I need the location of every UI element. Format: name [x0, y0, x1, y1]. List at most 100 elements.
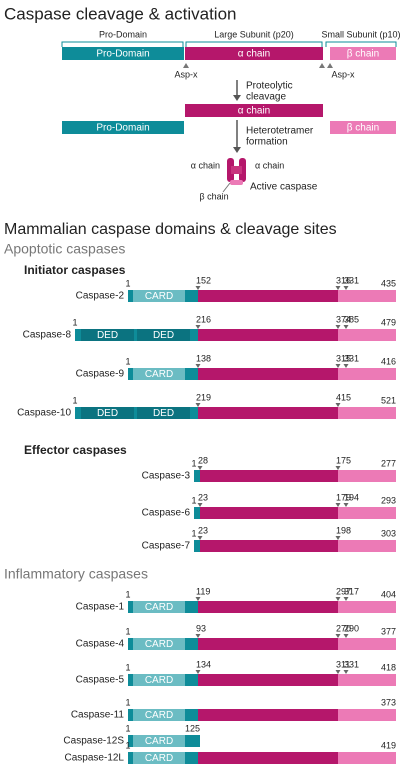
site-marker	[335, 466, 341, 470]
segment	[198, 290, 338, 302]
group-title: Apoptotic caspases	[4, 241, 125, 257]
start-label: 1	[125, 723, 130, 733]
site-label: 179	[336, 492, 351, 502]
domain-label: CARD	[145, 602, 173, 613]
end-label: 521	[381, 395, 396, 405]
site-marker	[195, 403, 201, 407]
site-label: 316	[336, 275, 351, 285]
segment	[338, 507, 396, 519]
protein-name: Caspase-7	[142, 541, 191, 552]
site-marker	[335, 325, 341, 329]
domain	[133, 709, 185, 721]
site-label: Asp-x	[174, 69, 198, 79]
site-marker	[335, 503, 341, 507]
protein-name: Caspase-10	[17, 408, 71, 419]
site-label: 93	[196, 623, 206, 633]
domain-label: CARD	[145, 753, 173, 764]
domain	[133, 638, 185, 650]
segment	[338, 540, 396, 552]
complex-icon	[231, 166, 242, 174]
segment	[338, 470, 396, 482]
site-label: 297	[336, 586, 351, 596]
step-label: Proteolytic	[246, 81, 293, 92]
complex-caption: Active caspase	[250, 182, 318, 193]
domain	[133, 290, 185, 302]
complex-icon	[230, 180, 243, 185]
site-marker	[335, 536, 341, 540]
site-marker	[195, 634, 201, 638]
site-label: 28	[198, 455, 208, 465]
protein-name: Caspase-4	[76, 639, 125, 650]
start-label: 1	[72, 317, 77, 327]
segment	[200, 507, 338, 519]
domain-label: CARD	[145, 736, 173, 747]
start-label: 1	[191, 495, 196, 505]
segment	[338, 290, 396, 302]
bracket-label: Small Subunit (p10)	[321, 29, 400, 39]
segment	[194, 470, 200, 482]
segment	[194, 540, 200, 552]
pointer	[222, 182, 231, 193]
site-marker	[335, 634, 341, 638]
site-label: 23	[198, 525, 208, 535]
title: Caspase cleavage & activation	[4, 4, 236, 23]
bracket	[61, 41, 397, 47]
protein-name: Caspase-3	[142, 471, 191, 482]
site-label: 175	[336, 455, 351, 465]
site-label: 138	[196, 353, 211, 363]
start-label: 1	[125, 662, 130, 672]
site-marker	[335, 364, 341, 368]
segment-label: α chain	[238, 49, 270, 60]
segment	[185, 104, 323, 117]
start-label: 1	[191, 528, 196, 538]
bracket-label: Large Subunit (p20)	[214, 29, 294, 39]
site-marker	[195, 286, 201, 290]
arrow-head	[233, 95, 241, 101]
domain	[133, 601, 185, 613]
step-label: formation	[246, 137, 288, 148]
segment-label: β chain	[347, 49, 379, 60]
site-marker	[195, 597, 201, 601]
site-marker	[343, 670, 349, 674]
site-label: 134	[196, 659, 211, 669]
site-label: 331	[344, 659, 359, 669]
start-label: 1	[125, 589, 130, 599]
site-label: 331	[344, 353, 359, 363]
end-label: 418	[381, 662, 396, 672]
site-marker	[343, 325, 349, 329]
site-label: 315	[336, 353, 351, 363]
site-marker	[195, 670, 201, 674]
site-label: 119	[196, 586, 210, 596]
site-label: 23	[198, 492, 208, 502]
segment	[338, 407, 396, 419]
site-label: 198	[336, 525, 351, 535]
domain	[81, 329, 134, 341]
segment	[198, 752, 338, 764]
segment	[62, 121, 184, 134]
segment	[338, 752, 396, 764]
segment-label: Pro-Domain	[96, 49, 149, 60]
segment	[338, 674, 396, 686]
end-label: 404	[381, 589, 396, 599]
protein-name: Caspase-1	[76, 602, 125, 613]
site-label: 270	[336, 623, 351, 633]
site-marker	[183, 63, 333, 68]
section-title: Mammalian caspase domains & cleavage sit…	[4, 221, 337, 238]
site-marker	[343, 503, 349, 507]
segment	[198, 601, 338, 613]
start-label: 1	[191, 458, 196, 468]
end-label: 277	[381, 458, 396, 468]
site-marker	[335, 286, 341, 290]
start-label: 1	[125, 697, 130, 707]
site-label: Asp-x	[331, 69, 355, 79]
domain	[137, 329, 190, 341]
site-marker	[343, 364, 349, 368]
site-marker	[195, 325, 201, 329]
segment	[338, 601, 396, 613]
segment	[200, 470, 338, 482]
domain	[133, 368, 185, 380]
site-label: 216	[196, 314, 211, 324]
end-label: 125	[185, 723, 200, 733]
group-title: Inflammatory caspases	[4, 566, 148, 582]
domain	[133, 674, 185, 686]
